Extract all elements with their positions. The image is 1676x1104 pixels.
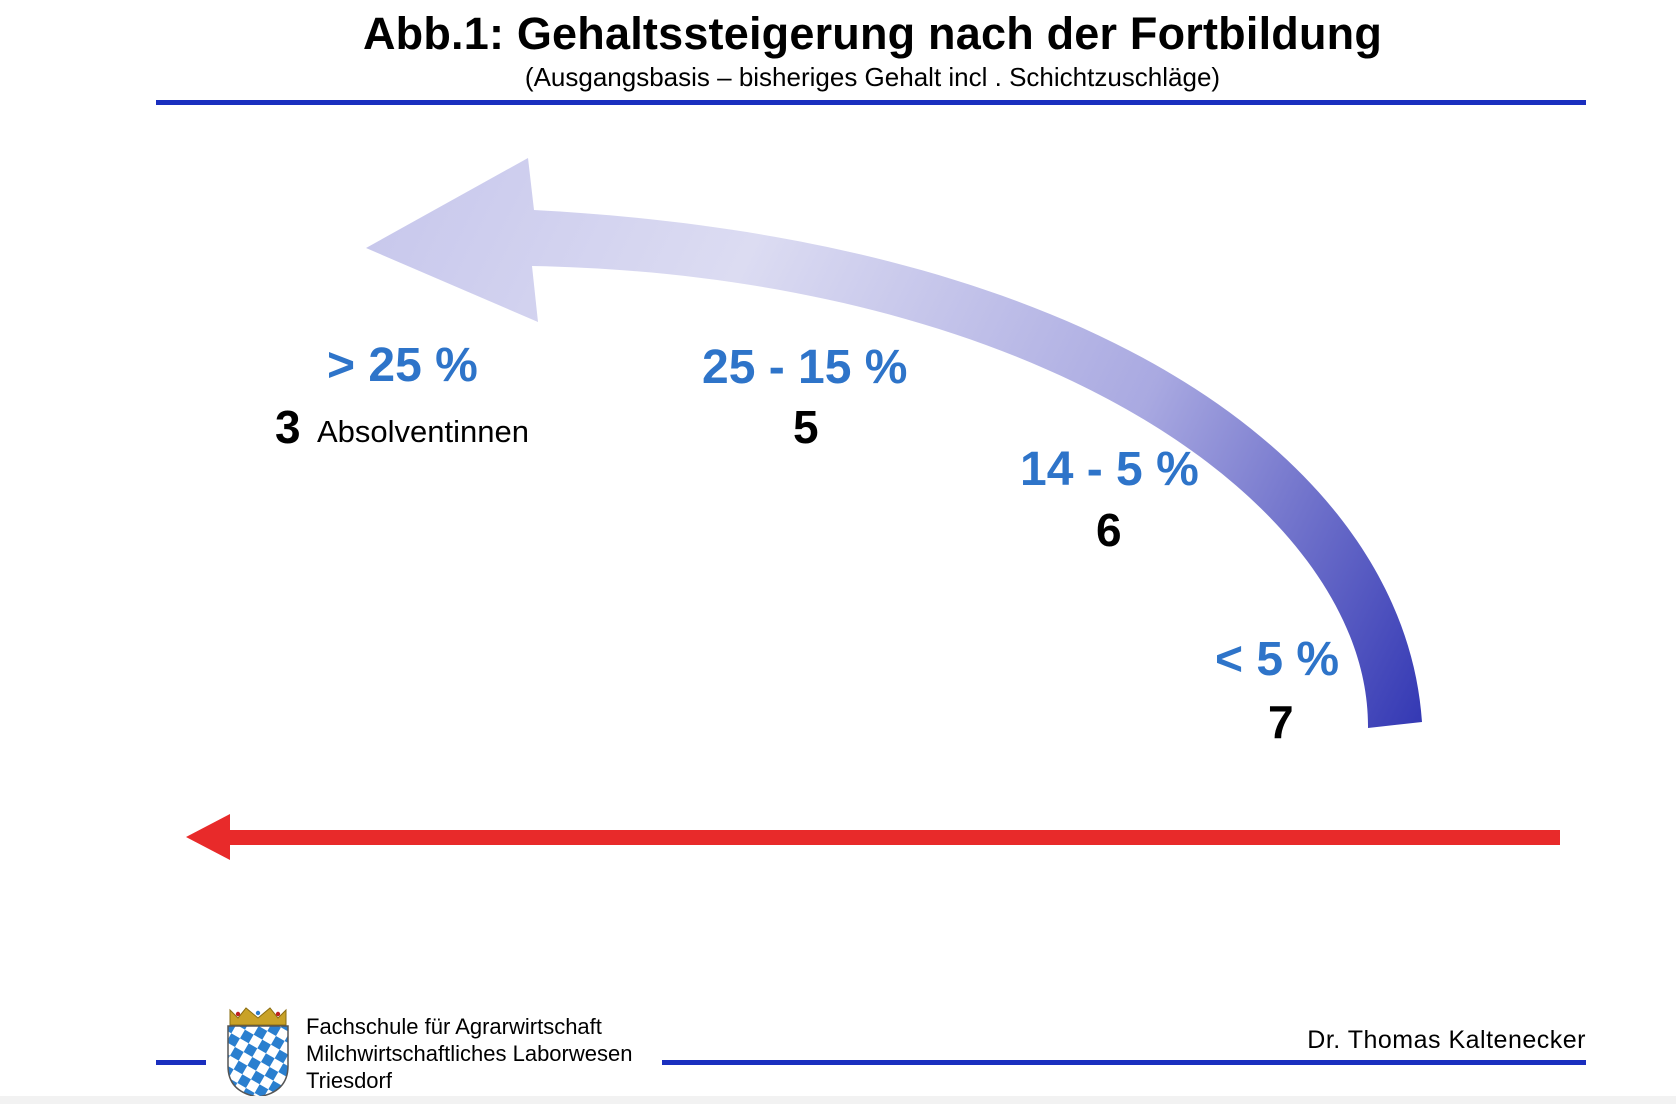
institution-name: Fachschule für Agrarwirtschaft Milchwirt…: [306, 1013, 632, 1094]
count-over-25: 3: [275, 401, 301, 453]
bavarian-crest-icon: [227, 1007, 289, 1098]
footer-divider-right: [662, 1060, 1586, 1065]
straight-arrow-icon: [186, 814, 1560, 860]
footer-divider-left: [156, 1060, 206, 1065]
count-under-5: 7: [1268, 696, 1294, 748]
curved-arrow-icon: [366, 158, 1422, 728]
institution-line-3: Triesdorf: [306, 1068, 392, 1093]
page-title: Abb.1: Gehaltssteigerung nach der Fortbi…: [362, 8, 1383, 59]
institution-line-2: Milchwirtschaftliches Laborwesen: [306, 1041, 633, 1066]
institution-line-1: Fachschule für Agrarwirtschaft: [306, 1014, 602, 1039]
bottom-edge: [0, 1096, 1676, 1104]
page-subtitle: (Ausgangsbasis – bisheriges Gehalt incl …: [524, 62, 1221, 92]
count-25-15: 5: [793, 401, 819, 453]
top-divider: [156, 100, 1586, 105]
range-label-over-25: > 25 %: [327, 339, 478, 392]
author-name: Dr. Thomas Kaltenecker: [1307, 1026, 1586, 1054]
range-label-under-5: < 5 %: [1215, 633, 1340, 686]
range-label-14-5: 14 - 5 %: [1020, 443, 1199, 496]
range-label-25-15: 25 - 15 %: [702, 341, 908, 394]
count-14-5: 6: [1096, 504, 1122, 556]
count-unit-label: Absolventinnen: [317, 414, 529, 449]
